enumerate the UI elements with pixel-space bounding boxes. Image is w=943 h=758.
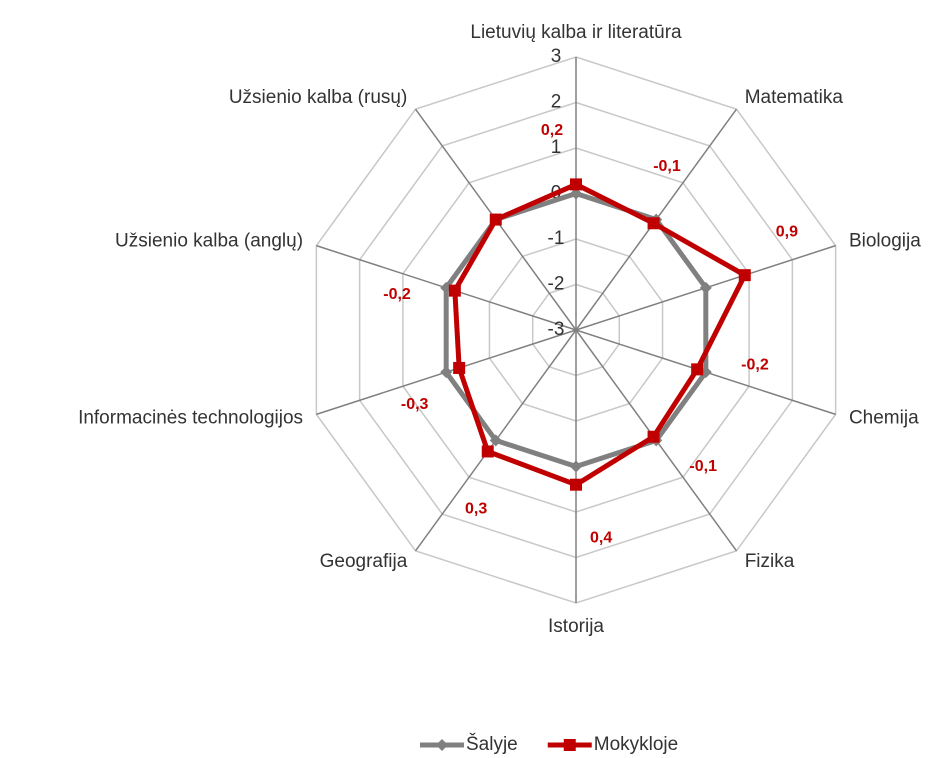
marker [570,178,582,191]
category-label: Matematika [745,87,844,108]
category-label: Užsienio kalba (anglų) [115,230,303,251]
category-label: Biologija [849,230,921,251]
marker [738,269,751,282]
marker [691,363,704,376]
marker [570,187,582,200]
tick-label: -1 [548,228,565,249]
data-label: -0,2 [383,286,411,303]
data-label: 0,4 [590,529,612,546]
marker [647,430,660,443]
tick-label: 3 [551,46,562,67]
category-label: Informacinės technologijos [78,408,303,429]
category-label: Istorija [548,616,604,637]
data-label: -0,2 [741,356,769,373]
data-label: -0,3 [401,396,429,413]
marker [647,217,660,230]
category-label: Užsienio kalba (rusų) [229,87,407,108]
category-label: Lietuvių kalba ir literatūra [470,22,682,43]
marker [489,434,502,447]
data-label: 0,3 [465,500,487,517]
category-label: Fizika [745,551,795,572]
legend-label: Šalyje [466,733,518,755]
tick-label: 1 [551,137,562,158]
marker [489,213,502,226]
tick-label: -2 [548,274,565,295]
data-label: -0,1 [653,158,681,175]
data-label: 0,9 [776,223,798,240]
marker [570,460,582,473]
marker [699,281,712,294]
legend-marker [563,739,576,751]
tick-label: -3 [548,319,565,340]
marker [440,366,453,379]
marker [448,284,461,297]
marker [570,478,582,491]
data-label: -0,1 [689,458,717,475]
category-label: Geografija [320,551,408,572]
category-label: Chemija [849,408,919,429]
marker [481,445,494,458]
legend-marker [436,739,448,751]
legend-label: Mokykloje [594,734,678,755]
marker [453,361,466,374]
data-label: 0,2 [541,122,563,139]
tick-label: 2 [551,92,562,113]
